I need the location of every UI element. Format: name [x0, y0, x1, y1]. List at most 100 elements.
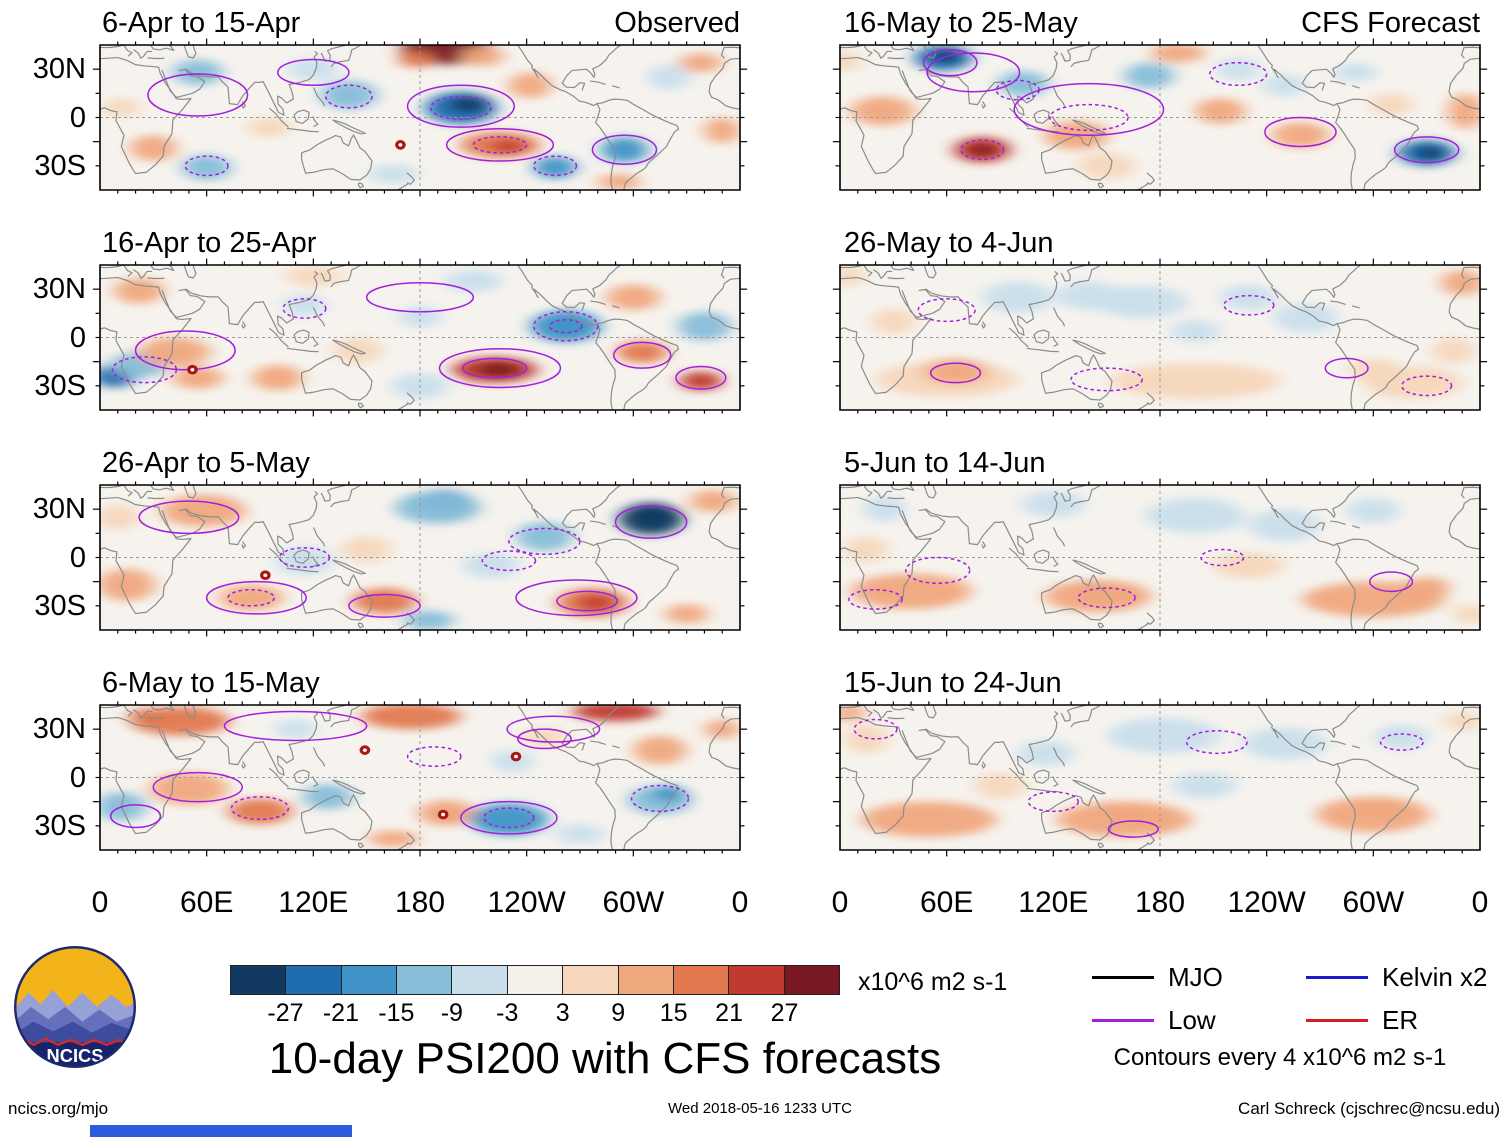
colorbar-tick-labels: -27 -21 -15 -9 -3 3 9 15 21 27	[230, 999, 840, 1029]
colorbar-segment	[340, 966, 397, 994]
lat-tick-label: 30N	[32, 493, 86, 526]
lon-tick-label: 60E	[179, 886, 234, 919]
panel-title: 6-Apr to 15-Apr	[102, 7, 301, 39]
map-canvas	[840, 485, 1480, 630]
legend-label: Kelvin x2	[1382, 962, 1488, 992]
legend-label: ER	[1382, 1005, 1419, 1035]
map-panel: 15-Jun to 24-Jun	[840, 660, 1480, 850]
colorbar-segment	[506, 966, 563, 994]
panel-title: 5-Jun to 14-Jun	[844, 447, 1046, 479]
y-axis-labels: 30N 0 30S	[0, 705, 100, 850]
lon-tick-label: 120W	[1227, 886, 1306, 919]
lon-tick-label: 180	[394, 886, 446, 919]
map-panel: 6-May to 15-May 30N 0 30S	[0, 660, 740, 850]
legend-label: MJO	[1168, 962, 1223, 992]
map-canvas	[840, 265, 1480, 410]
colorbar-tick: 21	[715, 999, 743, 1027]
lon-tick-label: 0	[831, 886, 849, 919]
colorbar-tick: -21	[322, 999, 359, 1027]
legend-line-swatch	[1306, 976, 1368, 979]
map-canvas	[100, 265, 740, 410]
panel-title: 26-Apr to 5-May	[102, 447, 310, 479]
lat-tick-label: 30N	[32, 713, 86, 746]
colorbar-segment	[231, 966, 286, 994]
legend-label: Low	[1168, 1005, 1216, 1035]
lat-tick-label: 30N	[32, 53, 86, 86]
legend-entry: ER	[1306, 1005, 1490, 1036]
map-canvas	[840, 705, 1480, 850]
map-canvas	[100, 45, 740, 190]
legend-entry: MJO	[1092, 962, 1276, 993]
colorbar-segment	[617, 966, 673, 994]
observed-column: 6-Apr to 15-Apr Observed 30N 0 30S 16-Apr …	[0, 0, 749, 940]
map-panel: 26-Apr to 5-May 30N 0 30S	[0, 440, 740, 630]
legend-entry: Kelvin x2	[1306, 962, 1490, 993]
colorbar-segment	[728, 966, 784, 994]
panel-title: 26-May to 4-Jun	[844, 227, 1054, 259]
lat-tick-label: 0	[69, 321, 86, 354]
lon-tick-label: 0	[1471, 886, 1489, 919]
lat-tick-label: 30S	[34, 369, 86, 402]
map-panel: 16-May to 25-May CFS Forecast	[840, 0, 1480, 190]
colorbar-units: x10^6 m2 s-1	[858, 968, 1008, 996]
x-axis-labels: 0 60E 120E 180 120W 60W 0	[832, 880, 1489, 940]
colorbar	[230, 965, 840, 995]
lat-tick-label: 0	[69, 541, 86, 574]
colorbar-segment	[451, 966, 507, 994]
lon-tick-label: 60W	[1342, 886, 1405, 919]
lon-tick-label: 120E	[1018, 886, 1089, 919]
figure-title: 10-day PSI200 with CFS forecasts	[268, 1034, 942, 1083]
ncics-logo: NCICS	[14, 946, 136, 1068]
colorbar-segment	[396, 966, 452, 994]
lon-tick-label: 120E	[278, 886, 349, 919]
forecast-column: 16-May to 25-May CFS Forecast 26-May to …	[832, 0, 1489, 940]
column-label: Observed	[614, 7, 740, 39]
colorbar-segment	[562, 966, 618, 994]
lon-tick-label: 180	[1134, 886, 1186, 919]
y-axis-labels: 30N 0 30S	[0, 45, 100, 190]
lat-tick-label: 30S	[34, 589, 86, 622]
lat-tick-label: 0	[69, 101, 86, 134]
lon-tick-label: 0	[731, 886, 749, 919]
colorbar-tick: 3	[555, 999, 570, 1027]
map-panel: 16-Apr to 25-Apr 30N 0 30S	[0, 220, 740, 410]
colorbar-segment	[783, 966, 839, 994]
y-axis-labels: 30N 0 30S	[0, 265, 100, 410]
map-panel: 5-Jun to 14-Jun	[840, 440, 1480, 630]
colorbar-segment	[672, 966, 729, 994]
logo-text: NCICS	[47, 1045, 104, 1066]
lon-tick-label: 120W	[487, 886, 566, 919]
colorbar-segment	[285, 966, 341, 994]
map-canvas	[840, 45, 1480, 190]
lat-tick-label: 30S	[34, 809, 86, 842]
map-canvas	[100, 705, 740, 850]
legend-line-swatch	[1092, 976, 1154, 979]
colorbar-tick: 15	[659, 999, 688, 1027]
panel-title: 15-Jun to 24-Jun	[844, 667, 1062, 699]
legend-line-swatch	[1092, 1019, 1154, 1022]
panel-title: 6-May to 15-May	[102, 667, 320, 699]
lon-tick-label: 60E	[919, 886, 974, 919]
lat-tick-label: 0	[69, 761, 86, 794]
legend-entry: Low	[1092, 1005, 1276, 1036]
x-axis-labels: 0 60E 120E 180 120W 60W 0	[92, 880, 749, 940]
legend-line-swatch	[1306, 1019, 1368, 1022]
contour-legend: MJO Kelvin x2 Low ER	[1092, 962, 1490, 1036]
colorbar-tick: -27	[267, 999, 304, 1027]
colorbar-tick: -3	[496, 999, 519, 1027]
map-panel: 6-Apr to 15-Apr Observed 30N 0 30S	[0, 0, 740, 190]
map-canvas	[100, 485, 740, 630]
timestamp: Wed 2018-05-16 1233 UTC	[668, 1100, 852, 1117]
lat-tick-label: 30N	[32, 273, 86, 306]
credit: Carl Schreck (cjschrec@ncsu.edu)	[1238, 1099, 1500, 1118]
panel-title: 16-May to 25-May	[844, 7, 1078, 39]
y-axis-labels: 30N 0 30S	[0, 485, 100, 630]
lon-tick-label: 0	[91, 886, 109, 919]
colorbar-tick: 9	[611, 999, 626, 1027]
map-panel: 26-May to 4-Jun	[840, 220, 1480, 410]
footer-accent-bar	[90, 1125, 352, 1137]
lon-tick-label: 60W	[602, 886, 665, 919]
colorbar-tick: -9	[440, 999, 463, 1027]
site-url: ncics.org/mjo	[8, 1099, 109, 1118]
panel-title: 16-Apr to 25-Apr	[102, 227, 317, 259]
